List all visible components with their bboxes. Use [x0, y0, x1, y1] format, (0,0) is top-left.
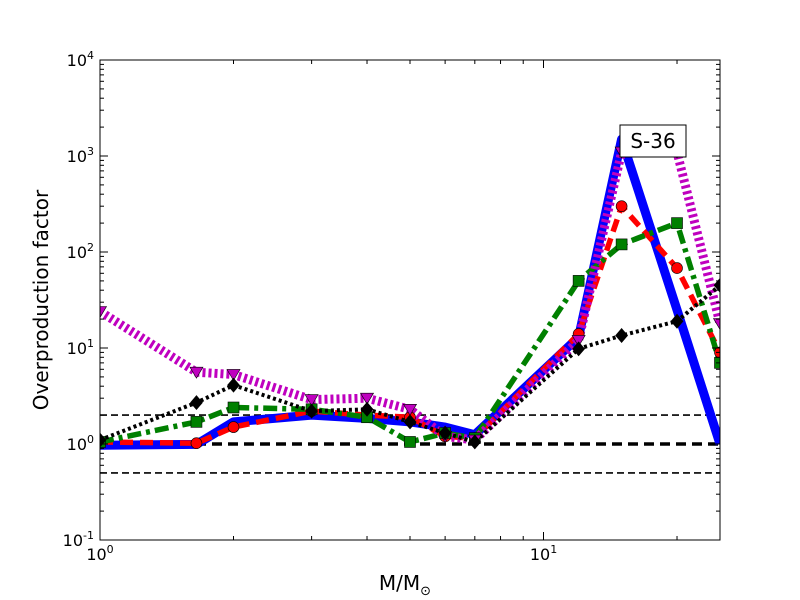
y-tick-exp-4: 3: [87, 145, 94, 158]
series-2-point-1: [190, 416, 203, 428]
series-line-1: [100, 203, 720, 446]
series-layer: [100, 134, 720, 450]
x-axis-title-sub: ⊙: [420, 584, 431, 599]
series-3-point-4: [359, 392, 375, 405]
y-tick-base-1: 10: [67, 435, 87, 454]
series-4-point-8: [572, 341, 586, 357]
series-3-point-2: [226, 369, 241, 382]
y-tick-exp-2: 1: [87, 337, 94, 350]
series-4-point-4: [360, 401, 374, 417]
series-4-point-6: [438, 425, 452, 441]
series-2-point-2: [227, 401, 240, 414]
series-line-3: [100, 147, 720, 445]
y-tick-label-2: 101: [67, 337, 94, 358]
series-3-point-5: [402, 403, 418, 416]
y-tick-label-0: 10-1: [63, 529, 94, 550]
x-axis-title-main: M/M: [379, 571, 420, 595]
y-tick-exp-5: 4: [87, 49, 94, 62]
series-3-point-3: [304, 394, 319, 407]
y-axis-title: Overproduction factor: [29, 189, 53, 410]
y-tick-label-1: 100: [67, 433, 94, 454]
y-tick-exp-1: 0: [87, 433, 94, 446]
x-tick-label-0: 100: [86, 543, 113, 564]
series-4-point-3: [305, 403, 319, 419]
x-tick-base-0: 10: [86, 545, 106, 564]
y-tick-label-5: 104: [67, 49, 94, 70]
series-2-point-10: [671, 217, 683, 229]
series-1-point-1: [190, 437, 203, 449]
x-axis-title: M/M⊙: [379, 571, 431, 599]
series-4-point-2: [227, 377, 240, 393]
y-tick-exp-0: -1: [83, 529, 94, 542]
x-tick-label-1: 101: [530, 543, 557, 564]
series-1-point-10: [671, 262, 683, 274]
series-3-point-1: [189, 366, 204, 379]
x-tick-base-1: 10: [530, 545, 550, 564]
x-tick-exp-1: 1: [550, 543, 557, 556]
series-line-4: [100, 283, 720, 444]
annotation-frame: [619, 124, 687, 158]
series-1-point-9: [615, 200, 628, 212]
plot-background: [100, 60, 720, 540]
y-tick-exp-3: 2: [87, 241, 94, 254]
y-tick-base-3: 10: [67, 243, 87, 262]
series-2-point-9: [615, 238, 628, 251]
x-tick-exp-0: 0: [107, 543, 114, 556]
series-4-point-7: [468, 434, 482, 450]
series-3-point-11: [712, 318, 720, 331]
series-4-point-11: [713, 277, 720, 293]
y-tick-label-4: 103: [67, 145, 94, 166]
y-tick-base-4: 10: [67, 147, 87, 166]
axis-ticks: [99, 59, 720, 541]
series-2-point-8: [572, 275, 585, 287]
series-4-point-5: [403, 414, 417, 430]
series-4-point-1: [190, 395, 203, 411]
y-tick-label-3: 102: [67, 241, 94, 262]
series-3-point-0: [100, 306, 108, 319]
y-tick-base-0: 10: [63, 531, 83, 550]
series-4-point-10: [670, 313, 684, 329]
y-tick-base-2: 10: [67, 339, 87, 358]
annotation-box: S-36: [619, 124, 687, 158]
annotation-label: S-36: [630, 129, 675, 153]
series-1-point-2: [227, 421, 240, 433]
series-4-point-9: [615, 328, 629, 343]
y-tick-base-5: 10: [67, 51, 87, 70]
series-line-2: [100, 220, 720, 445]
series-2-point-5: [404, 436, 416, 448]
series-3-point-8: [571, 335, 586, 347]
